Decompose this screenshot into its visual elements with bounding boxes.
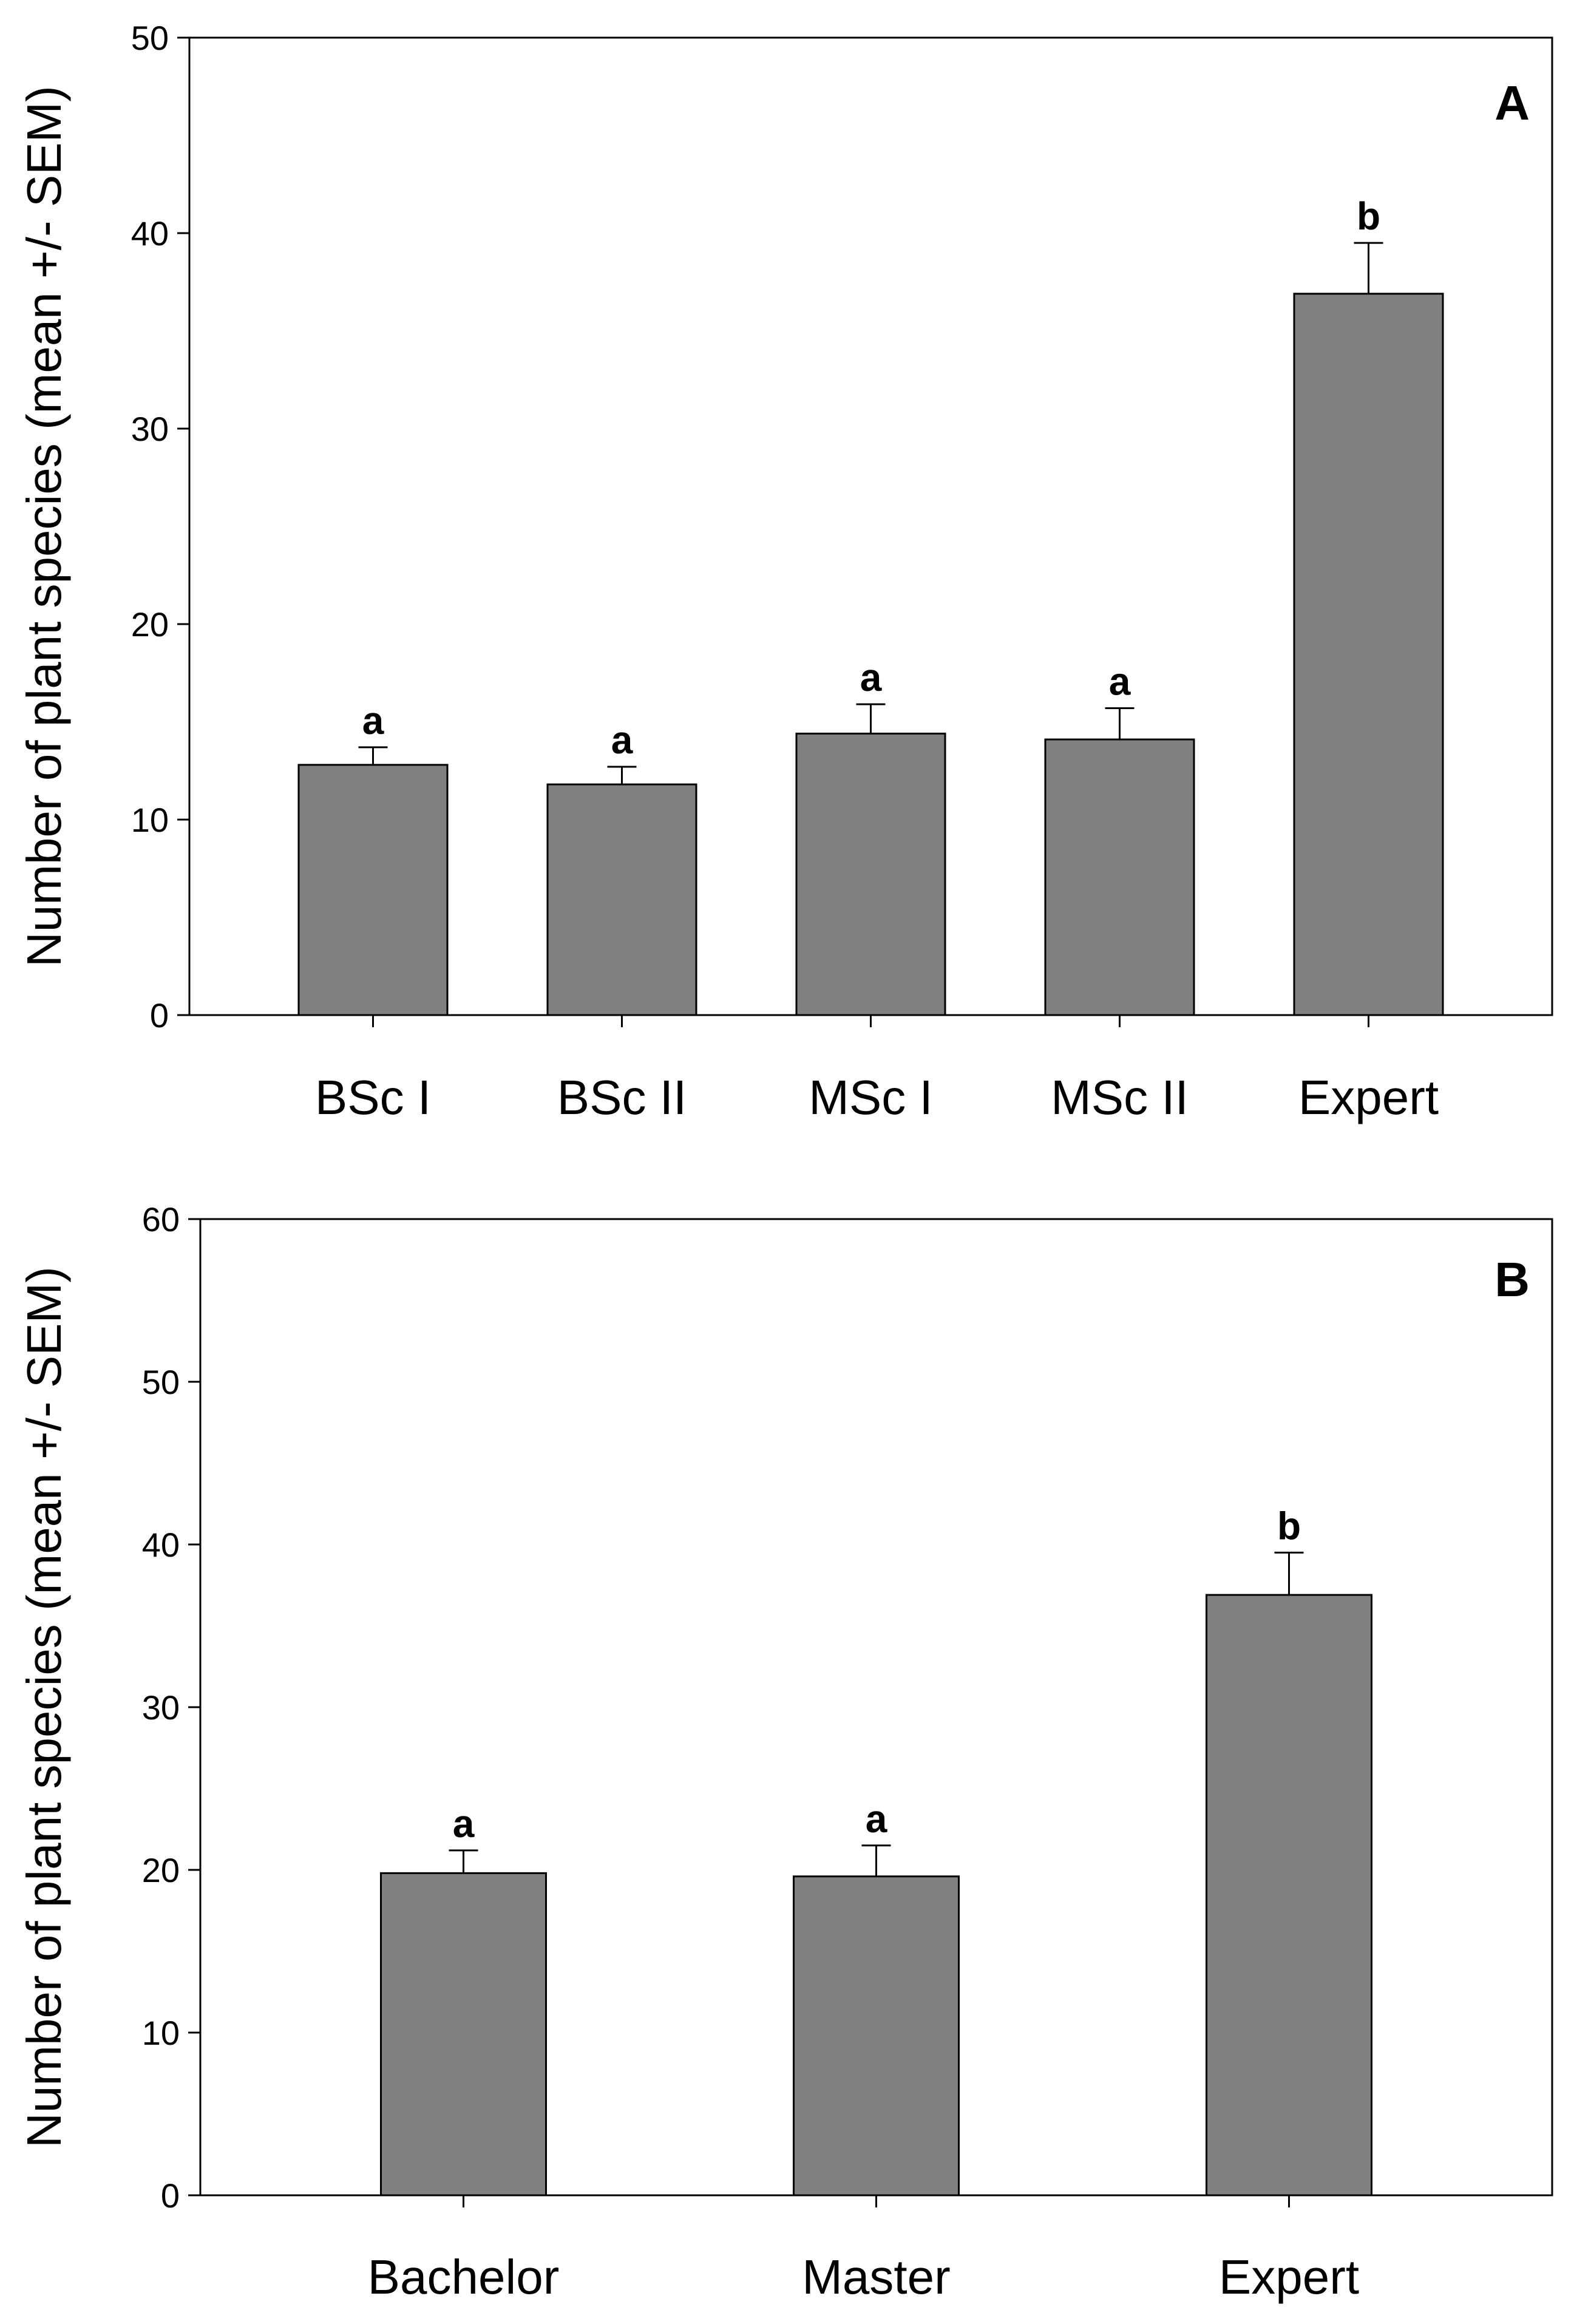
y-tick-label: 40	[131, 214, 169, 253]
significance-label: a	[362, 699, 384, 742]
y-tick-label: 30	[131, 410, 169, 448]
significance-label: a	[611, 718, 633, 762]
y-tick-label: 0	[150, 996, 169, 1035]
panel-a-y-ticks: 0 10 20 30 40 50	[131, 19, 189, 1035]
x-category-label: MSc II	[1051, 1070, 1189, 1124]
x-category-label: Bachelor	[368, 2250, 560, 2304]
panel-b-bars: Bachelor a Master a Expert b	[368, 1504, 1372, 2304]
y-tick-label: 0	[161, 2176, 180, 2215]
panel-a-label: A	[1494, 76, 1530, 130]
bar	[546, 783, 697, 1016]
panel-a-y-axis-title: Number of plant species (mean +/- SEM)	[17, 86, 71, 967]
panel-a-bars: BSc I a BSc II a MSc I a MSc II a Expert b	[297, 194, 1444, 1124]
bar	[795, 732, 946, 1016]
x-category-label: MSc I	[809, 1070, 932, 1124]
panel-a-chart: A Number of plant species (mean +/- SEM)…	[17, 19, 1553, 1124]
y-tick-label: 10	[131, 801, 169, 839]
x-category-label: Expert	[1219, 2250, 1359, 2304]
y-tick-label: 50	[131, 19, 169, 57]
significance-label: b	[1277, 1504, 1301, 1548]
bar	[380, 1872, 547, 2197]
x-category-label: BSc I	[315, 1070, 431, 1124]
significance-label: b	[1357, 194, 1380, 238]
y-tick-label: 60	[142, 1200, 180, 1238]
panel-b-label: B	[1494, 1252, 1530, 1306]
significance-label: a	[453, 1802, 475, 1846]
y-tick-label: 20	[131, 605, 169, 644]
panel-b-chart: B Number of plant species (mean +/- SEM)…	[17, 1200, 1553, 2304]
significance-label: a	[860, 656, 882, 699]
bar	[1206, 1594, 1372, 2197]
x-category-label: Expert	[1298, 1070, 1439, 1124]
y-tick-label: 30	[142, 1688, 180, 1727]
significance-label: a	[1109, 659, 1131, 703]
x-category-label: Master	[802, 2250, 951, 2304]
significance-label: a	[866, 1797, 887, 1841]
bar	[1044, 738, 1195, 1016]
y-tick-label: 40	[142, 1526, 180, 1564]
bar	[793, 1875, 960, 2197]
y-tick-label: 50	[142, 1363, 180, 1401]
bar	[297, 764, 449, 1016]
panel-b-y-axis-title: Number of plant species (mean +/- SEM)	[17, 1266, 71, 2148]
panel-b-y-ticks: 0 10 20 30 40 50 60	[142, 1200, 200, 2215]
y-tick-label: 20	[142, 1851, 180, 1889]
bar	[1293, 293, 1444, 1016]
x-category-label: BSc II	[557, 1070, 687, 1124]
y-tick-label: 10	[142, 2014, 180, 2052]
